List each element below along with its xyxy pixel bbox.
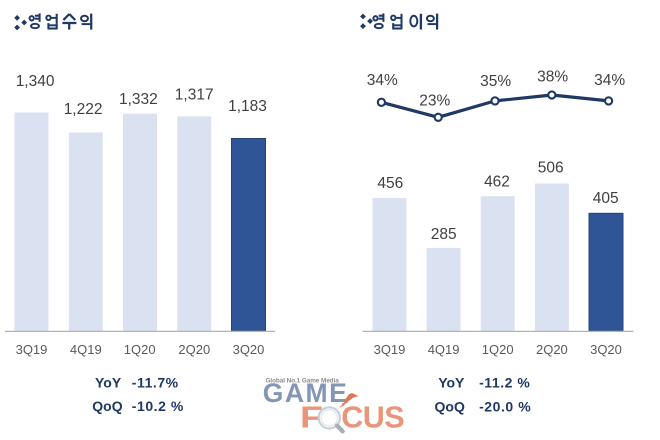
svg-text:QoQ: QoQ <box>435 399 465 415</box>
svg-text:23%: 23% <box>419 93 450 110</box>
svg-text:3Q20: 3Q20 <box>590 342 622 357</box>
svg-text:YoY: YoY <box>95 375 122 391</box>
svg-text:34%: 34% <box>367 72 398 89</box>
svg-text:F: F <box>300 401 323 435</box>
svg-text:3Q20: 3Q20 <box>233 342 265 357</box>
svg-text:1Q20: 1Q20 <box>482 342 514 357</box>
svg-text:1,183: 1,183 <box>228 98 267 115</box>
svg-text:2Q20: 2Q20 <box>536 342 568 357</box>
svg-text:3Q19: 3Q19 <box>16 342 48 357</box>
svg-text:34%: 34% <box>594 72 625 89</box>
svg-text:-20.0 %: -20.0 % <box>479 399 531 415</box>
svg-text:4Q19: 4Q19 <box>70 342 102 357</box>
svg-text:285: 285 <box>431 226 457 243</box>
svg-text:1,222: 1,222 <box>64 101 103 118</box>
svg-text:1,317: 1,317 <box>175 87 214 104</box>
svg-text:CUS: CUS <box>341 401 404 435</box>
svg-text:3Q19: 3Q19 <box>374 342 406 357</box>
svg-text:YoY: YoY <box>438 375 465 391</box>
svg-text:Global No.1 Game Media: Global No.1 Game Media <box>266 378 340 385</box>
svg-text:-11.7%: -11.7% <box>132 375 179 391</box>
svg-text:QoQ: QoQ <box>92 398 122 414</box>
svg-text:4Q19: 4Q19 <box>428 342 460 357</box>
svg-text:-10.2 %: -10.2 % <box>132 398 184 414</box>
svg-text:462: 462 <box>484 174 510 191</box>
svg-text:1,340: 1,340 <box>16 73 55 90</box>
svg-text:405: 405 <box>593 190 619 207</box>
svg-text:1Q20: 1Q20 <box>124 342 156 357</box>
svg-text:506: 506 <box>538 160 564 177</box>
svg-text:2Q20: 2Q20 <box>178 342 210 357</box>
svg-text:35%: 35% <box>480 73 511 90</box>
svg-text:GAME: GAME <box>263 378 349 408</box>
svg-text:456: 456 <box>377 175 403 192</box>
svg-text:38%: 38% <box>537 69 568 86</box>
svg-text:-11.2 %: -11.2 % <box>479 375 530 391</box>
svg-text:1,332: 1,332 <box>119 91 158 108</box>
